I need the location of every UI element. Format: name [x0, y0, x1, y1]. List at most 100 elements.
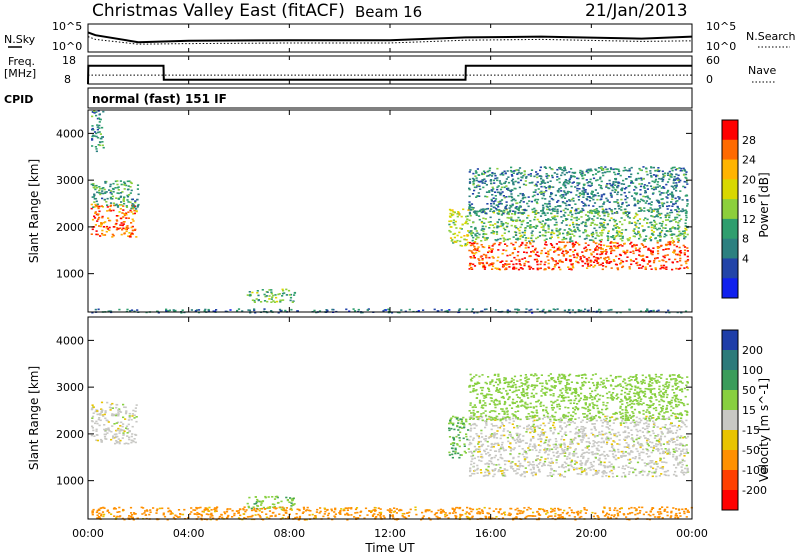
data-cell [666, 469, 670, 472]
data-cell [595, 229, 598, 232]
data-cell [508, 422, 511, 424]
data-cell [100, 411, 103, 414]
data-cell [599, 178, 602, 180]
data-cell [540, 431, 543, 433]
data-cell [125, 213, 128, 216]
data-cell [623, 242, 626, 245]
data-cell [501, 423, 504, 426]
data-cell [654, 208, 657, 211]
data-cell [531, 464, 534, 466]
data-cell [93, 131, 97, 133]
data-cell [508, 217, 511, 219]
data-cell [621, 265, 625, 268]
data-cell [543, 510, 546, 513]
data-cell [522, 511, 525, 513]
data-cell [131, 516, 134, 519]
data-cell [547, 250, 550, 253]
data-cell [621, 229, 624, 231]
data-cell [444, 514, 447, 516]
data-cell [295, 513, 298, 515]
data-cell [291, 499, 294, 501]
data-cell [521, 268, 524, 270]
data-cell [683, 512, 686, 515]
data-cell [587, 437, 590, 440]
data-cell [488, 169, 491, 172]
data-cell [544, 187, 548, 189]
data-cell [527, 515, 530, 517]
data-cell [507, 440, 510, 443]
data-cell [544, 198, 547, 200]
data-cell [590, 182, 593, 185]
data-cell [639, 189, 642, 191]
data-cell [620, 217, 623, 219]
data-cell [611, 236, 614, 239]
data-cell [486, 469, 489, 472]
data-cell [672, 241, 675, 243]
data-cell [479, 511, 482, 514]
data-cell [646, 420, 649, 422]
data-cell [538, 468, 541, 471]
data-cell [634, 424, 637, 427]
data-cell [607, 256, 610, 259]
data-cell [282, 508, 285, 511]
data-cell [512, 236, 515, 238]
data-cell [682, 436, 685, 439]
data-cell [534, 227, 537, 229]
data-cell [488, 472, 491, 475]
data-cell [629, 243, 632, 245]
data-cell [651, 251, 654, 254]
data-cell [212, 310, 215, 312]
data-cell [660, 177, 663, 180]
data-cell [470, 450, 473, 453]
data-cell [93, 112, 96, 114]
data-cell [638, 234, 642, 237]
data-cell [544, 214, 547, 216]
data-cell [379, 516, 382, 519]
data-cell [544, 202, 547, 205]
data-cell [589, 178, 592, 181]
data-cell [557, 514, 560, 516]
data-cell [376, 513, 380, 516]
data-cell [659, 194, 662, 196]
data-cell [643, 240, 646, 242]
data-cell [669, 233, 672, 236]
data-cell [117, 409, 120, 411]
data-cell [530, 237, 533, 239]
data-cell [367, 308, 370, 310]
data-cell [534, 247, 537, 250]
data-cell [360, 311, 363, 314]
data-cell [282, 289, 285, 292]
data-cell [613, 191, 616, 193]
data-cell [665, 449, 668, 452]
data-cell [124, 412, 128, 415]
data-cell [669, 451, 672, 454]
data-cell [118, 506, 121, 509]
data-cell [544, 231, 547, 234]
data-cell [567, 231, 570, 233]
data-cell [580, 216, 583, 218]
data-cell [547, 259, 550, 261]
data-cell [122, 227, 125, 230]
data-cell [439, 508, 442, 511]
data-cell [651, 253, 654, 256]
data-cell [98, 424, 101, 427]
data-cell [539, 183, 542, 185]
data-cell [657, 234, 660, 237]
data-cell [645, 448, 648, 450]
data-cell [686, 511, 689, 513]
data-cell [654, 268, 657, 271]
data-cell [652, 309, 655, 312]
data-cell [489, 417, 492, 420]
data-cell [440, 512, 443, 514]
data-cell [508, 446, 511, 448]
data-cell [131, 413, 134, 415]
data-cell [644, 217, 647, 219]
data-cell [607, 245, 610, 248]
data-cell [92, 412, 95, 414]
data-cell [509, 169, 512, 172]
data-cell [105, 201, 108, 203]
data-cell [104, 430, 107, 433]
data-cell [277, 311, 280, 314]
data-cell [644, 191, 647, 194]
data-cell [106, 401, 109, 404]
